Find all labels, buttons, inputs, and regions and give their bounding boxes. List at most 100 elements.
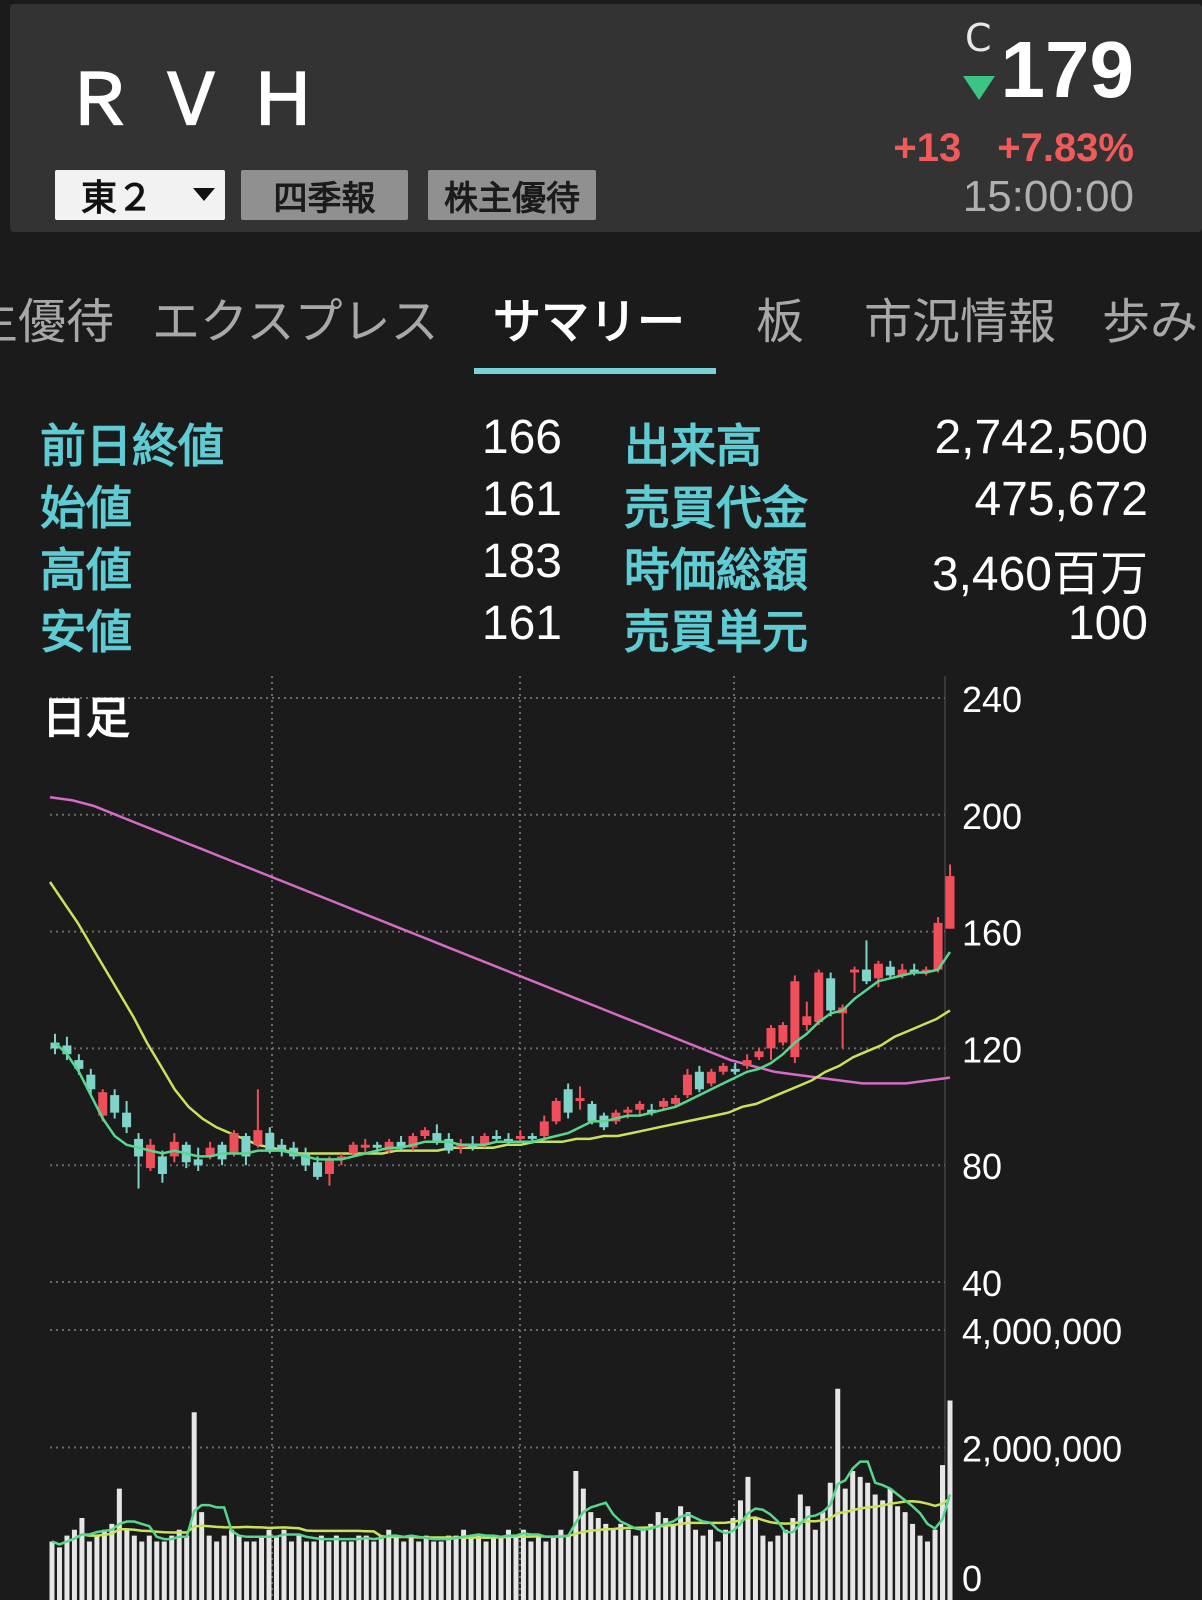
candle-body	[945, 876, 955, 929]
volume-bar	[528, 1541, 534, 1600]
candle-body	[229, 1133, 239, 1154]
candle-body	[563, 1089, 573, 1113]
volume-bar	[191, 1412, 197, 1600]
volume-bar	[797, 1494, 803, 1600]
stat-value-low: 161	[481, 597, 562, 650]
ma-long-line	[49, 796, 951, 1085]
volume-bar	[910, 1523, 916, 1600]
chart-title: 日足	[42, 693, 130, 744]
stat-value-open: 161	[481, 473, 562, 526]
volume-bar	[842, 1488, 848, 1600]
volume-bar	[206, 1535, 212, 1600]
tab-tick-history[interactable]: 歩み	[1102, 294, 1199, 350]
volume-bar	[573, 1471, 579, 1600]
daily-chart[interactable]: 240 200 160 120 80 40 4,000,000 2,000,000 0 日足	[0, 670, 1202, 1600]
candle-body	[718, 1065, 728, 1072]
candle-body	[313, 1162, 323, 1177]
candle-body	[86, 1074, 96, 1090]
volume-bar	[730, 1518, 736, 1600]
current-price: 179	[1000, 25, 1134, 114]
candle-body	[647, 1109, 657, 1113]
volume-bar	[483, 1541, 489, 1600]
change-percent: +7.83%	[997, 126, 1134, 170]
volume-bar	[86, 1541, 92, 1600]
volume-bar	[146, 1535, 152, 1600]
candle-body	[110, 1095, 120, 1113]
volume-bar	[880, 1500, 886, 1600]
stat-label-market-cap: 時価総額	[624, 543, 808, 597]
volume-bar	[902, 1512, 908, 1600]
volume-bar	[693, 1529, 699, 1600]
candle-body	[384, 1141, 394, 1151]
stat-label-open: 始値	[40, 481, 132, 535]
volume-bar	[865, 1482, 871, 1600]
candle-body	[193, 1159, 203, 1166]
volume-bar	[71, 1529, 77, 1600]
tab-summary[interactable]: サマリー	[493, 294, 686, 350]
volume-bar	[708, 1529, 714, 1600]
price-type-label: C	[965, 16, 992, 60]
volume-bar	[812, 1529, 818, 1600]
candle-body	[468, 1144, 478, 1148]
volume-bar	[782, 1529, 788, 1600]
volume-bar	[408, 1535, 414, 1600]
chart-canvas[interactable]: 240 200 160 120 80 40 4,000,000 2,000,000 0	[0, 670, 1202, 1600]
volume-bar	[850, 1471, 856, 1600]
volume-bar	[333, 1535, 339, 1600]
volume-bar	[229, 1529, 235, 1600]
active-tab-indicator	[474, 368, 716, 374]
volume-bar	[49, 1541, 55, 1600]
volume-bar	[371, 1541, 377, 1600]
chevron-down-icon	[193, 188, 215, 201]
candle-body	[826, 978, 836, 1011]
price-axis-tick: 40	[962, 1263, 1002, 1304]
stat-value-market-cap: 3,460百万	[931, 548, 1148, 601]
volume-bar	[648, 1523, 654, 1600]
volume-bar	[116, 1488, 122, 1600]
candle-body	[551, 1100, 561, 1122]
volume-bar	[618, 1523, 624, 1600]
tab-bar: 主優待 エクスプレス サマリー 板 市況情報 歩み	[0, 270, 1202, 380]
tab-express[interactable]: エクスプレス	[152, 294, 439, 350]
candle-body	[611, 1112, 621, 1122]
candle-body	[659, 1100, 669, 1107]
volume-bar	[670, 1523, 676, 1600]
market-label: 東２	[81, 178, 154, 219]
candle-body	[778, 1025, 788, 1043]
candle-body	[527, 1136, 537, 1139]
volume-bar	[56, 1547, 62, 1600]
candle-body	[301, 1153, 311, 1166]
volume-bar	[655, 1512, 661, 1600]
volume-bar	[917, 1535, 923, 1600]
stat-value-volume: 2,742,500	[934, 411, 1148, 464]
volume-bar	[872, 1494, 878, 1600]
candle-body	[456, 1144, 466, 1148]
volume-ma-short-line	[51, 1460, 952, 1546]
volume-bar	[236, 1535, 242, 1600]
volume-bar	[124, 1529, 130, 1600]
volume-bar	[94, 1535, 100, 1600]
candle-body	[62, 1045, 72, 1055]
volume-bar	[476, 1535, 482, 1600]
candle-body	[444, 1138, 454, 1151]
volume-bar	[461, 1529, 467, 1600]
volume-bar	[625, 1529, 631, 1600]
shareholder-benefits-button[interactable]: 株主優待	[428, 170, 596, 220]
volume-bar	[678, 1506, 684, 1600]
candle-body	[885, 966, 895, 976]
price-axis-tick: 200	[962, 796, 1022, 837]
volume-bar	[558, 1529, 564, 1600]
market-dropdown[interactable]: 東２	[55, 170, 225, 220]
stat-label-prev-close: 前日終値	[40, 419, 224, 473]
volume-bar	[640, 1529, 646, 1600]
stat-label-volume: 出来高	[624, 419, 762, 473]
volume-bar	[745, 1476, 751, 1600]
tab-market-info[interactable]: 市況情報	[864, 294, 1057, 350]
volume-bar	[468, 1535, 474, 1600]
tab-shareholder-benefits[interactable]: 主優待	[0, 294, 115, 350]
shikiho-button[interactable]: 四季報	[241, 170, 408, 220]
volume-bar	[895, 1506, 901, 1600]
tab-board[interactable]: 板	[756, 294, 805, 350]
volume-bar	[154, 1541, 160, 1600]
volume-bar	[341, 1541, 347, 1600]
